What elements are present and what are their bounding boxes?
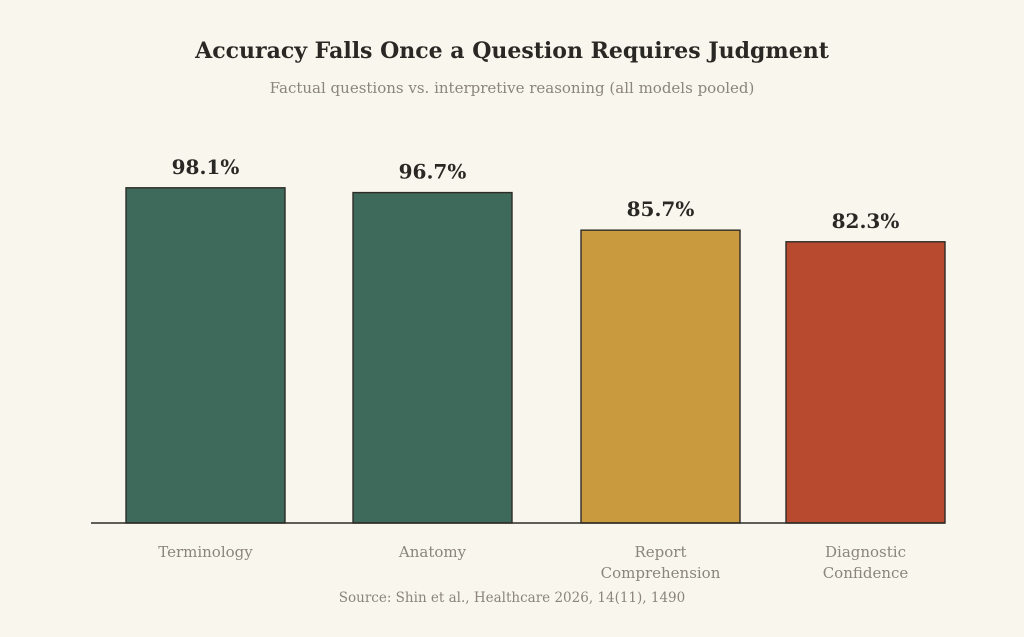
category-label: Diagnostic Confidence: [823, 543, 909, 582]
bars-layer: [125, 187, 946, 524]
category-label-line: Anatomy: [398, 543, 467, 561]
labels-layer: 98.1% Terminology 96.7% Anatomy 85.7% Report C…: [158, 155, 908, 582]
chart-source: Source: Shin et al., Healthcare 2026, 14…: [338, 590, 686, 606]
category-label-line: Diagnostic: [825, 543, 906, 561]
value-label: 98.1%: [172, 155, 240, 179]
category-label-line: Confidence: [823, 564, 909, 582]
category-label: Report Comprehension: [601, 543, 721, 582]
bar-report-comprehension: [580, 229, 741, 524]
bar-anatomy: [352, 191, 513, 524]
bar-diagnostic-confidence: [785, 241, 946, 524]
value-label: 85.7%: [627, 197, 695, 221]
value-label: 82.3%: [832, 209, 900, 233]
chart-subtitle: Factual questions vs. interpretive reaso…: [269, 79, 755, 97]
value-label: 96.7%: [399, 160, 467, 184]
category-label-line: Comprehension: [601, 564, 721, 582]
category-label-line: Report: [634, 543, 686, 561]
category-label: Anatomy: [398, 543, 467, 561]
bar-terminology: [125, 187, 286, 524]
chart-title: Accuracy Falls Once a Question Requires …: [195, 38, 829, 64]
category-label: Terminology: [158, 543, 253, 561]
category-label-line: Terminology: [158, 543, 253, 561]
